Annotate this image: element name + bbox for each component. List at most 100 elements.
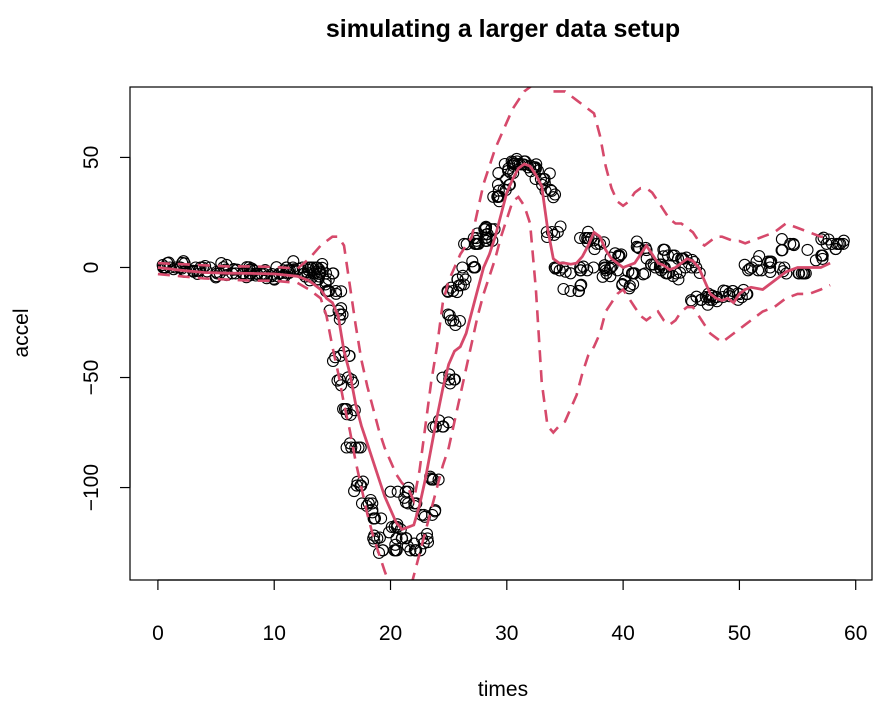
y-tick-label: −100 xyxy=(80,464,103,511)
lower-band-line xyxy=(157,195,831,580)
data-point-49-5 xyxy=(491,190,504,203)
data-point-59-4 xyxy=(548,261,561,274)
data-point-66-5 xyxy=(604,251,617,264)
data-point-80-5 xyxy=(737,283,750,296)
x-tick-label: 10 xyxy=(263,622,286,645)
data-point-69-4 xyxy=(630,240,643,253)
data-point-27-5 xyxy=(364,493,377,507)
data-point-8-2 xyxy=(231,263,244,276)
data-point-61-3 xyxy=(574,264,587,277)
data-point-51-3 xyxy=(492,167,505,180)
data-point-18-4 xyxy=(322,273,335,286)
data-point-84-5 xyxy=(787,239,800,252)
y-axis: −100 −50 0 50 xyxy=(80,146,131,511)
data-point-41-5 xyxy=(444,314,457,327)
data-point-71-5 xyxy=(649,261,662,274)
data-point-81-5 xyxy=(738,258,751,271)
data-point-30-3 xyxy=(390,544,403,557)
data-point-44-3 xyxy=(466,255,479,268)
data-point-19-5 xyxy=(319,267,333,280)
data-point-28-0 xyxy=(375,512,388,525)
data-point-60-1 xyxy=(572,284,585,298)
data-point-33-5 xyxy=(390,532,403,545)
x-tick-label: 50 xyxy=(728,622,751,645)
data-point-40-4 xyxy=(436,371,449,384)
data-point-86-5 xyxy=(801,243,814,256)
data-point-10-0 xyxy=(259,264,272,277)
data-point-87-2 xyxy=(815,233,828,246)
data-point-80-0 xyxy=(733,288,746,301)
data-point-62-4 xyxy=(574,231,587,245)
plot-frame xyxy=(129,86,873,581)
data-point-26-4 xyxy=(350,479,363,492)
data-point-58-3 xyxy=(554,220,567,233)
data-point-60-2 xyxy=(557,282,570,296)
x-tick-label: 60 xyxy=(844,622,867,645)
data-point-57-4 xyxy=(547,191,560,204)
data-point-2-2 xyxy=(177,255,190,268)
data-point-25-4 xyxy=(354,441,367,454)
plot-area xyxy=(156,87,850,580)
data-point-32-4 xyxy=(384,485,397,498)
data-point-29-3 xyxy=(371,532,384,545)
data-point-87-5 xyxy=(817,231,830,244)
data-point-47-0 xyxy=(470,234,483,247)
data-point-28-5 xyxy=(367,512,381,525)
data-point-78-3 xyxy=(710,290,723,304)
data-point-70-5 xyxy=(640,252,653,265)
data-point-66-4 xyxy=(613,249,626,262)
data-point-26-5 xyxy=(351,475,364,488)
data-point-83-2 xyxy=(764,261,777,274)
data-point-25-5 xyxy=(345,441,358,454)
x-axis-label: times xyxy=(478,678,528,701)
x-tick-label: 40 xyxy=(611,622,634,645)
data-point-41-2 xyxy=(443,309,456,322)
x-axis: 0 10 20 30 40 50 60 xyxy=(152,579,867,645)
data-point-60-4 xyxy=(575,278,588,291)
data-point-22-2 xyxy=(329,351,342,364)
data-point-75-5 xyxy=(679,261,692,274)
chart-title: simulating a larger data setup xyxy=(326,15,680,43)
data-point-56-5 xyxy=(543,167,556,180)
data-point-43-5 xyxy=(451,273,464,286)
data-point-81-1 xyxy=(745,261,758,274)
data-point-79-2 xyxy=(717,284,730,297)
data-point-44-4 xyxy=(468,261,481,274)
data-point-23-5 xyxy=(341,371,355,384)
data-point-6-1 xyxy=(215,257,228,270)
data-point-22-1 xyxy=(326,354,340,368)
data-point-33-2 xyxy=(389,538,402,551)
data-point-88-5 xyxy=(829,243,842,256)
data-point-20-5 xyxy=(323,284,336,298)
data-point-41-3 xyxy=(449,318,462,332)
y-tick-label: 50 xyxy=(80,146,103,169)
data-point-72-3 xyxy=(657,250,670,263)
data-point-32-0 xyxy=(402,481,415,494)
data-point-65-4 xyxy=(596,270,609,283)
data-point-19-2 xyxy=(313,263,326,276)
data-point-75-2 xyxy=(688,255,701,269)
data-point-42-5 xyxy=(447,284,460,298)
data-point-6-2 xyxy=(219,263,232,276)
data-point-30-1 xyxy=(372,546,386,559)
data-point-68-5 xyxy=(637,268,650,281)
data-point-41-4 xyxy=(453,314,466,328)
data-point-69-0 xyxy=(630,235,643,248)
data-point-27-1 xyxy=(355,497,369,510)
y-tick-label: −50 xyxy=(80,360,103,396)
data-point-47-3 xyxy=(472,237,485,250)
data-point-82-2 xyxy=(753,250,766,263)
y-tick-label: 0 xyxy=(80,262,103,274)
y-axis-label: accel xyxy=(10,308,33,357)
data-point-63-5 xyxy=(588,243,601,256)
data-point-47-5 xyxy=(480,234,493,247)
data-point-14-2 xyxy=(287,255,300,268)
data-point-26-3 xyxy=(356,475,370,488)
data-point-40-2 xyxy=(443,368,456,381)
data-point-18-0 xyxy=(313,267,326,281)
scatter-points xyxy=(156,152,850,559)
data-point-57-3 xyxy=(545,184,558,197)
data-point-61-5 xyxy=(574,261,587,274)
data-point-44-5 xyxy=(456,261,469,274)
